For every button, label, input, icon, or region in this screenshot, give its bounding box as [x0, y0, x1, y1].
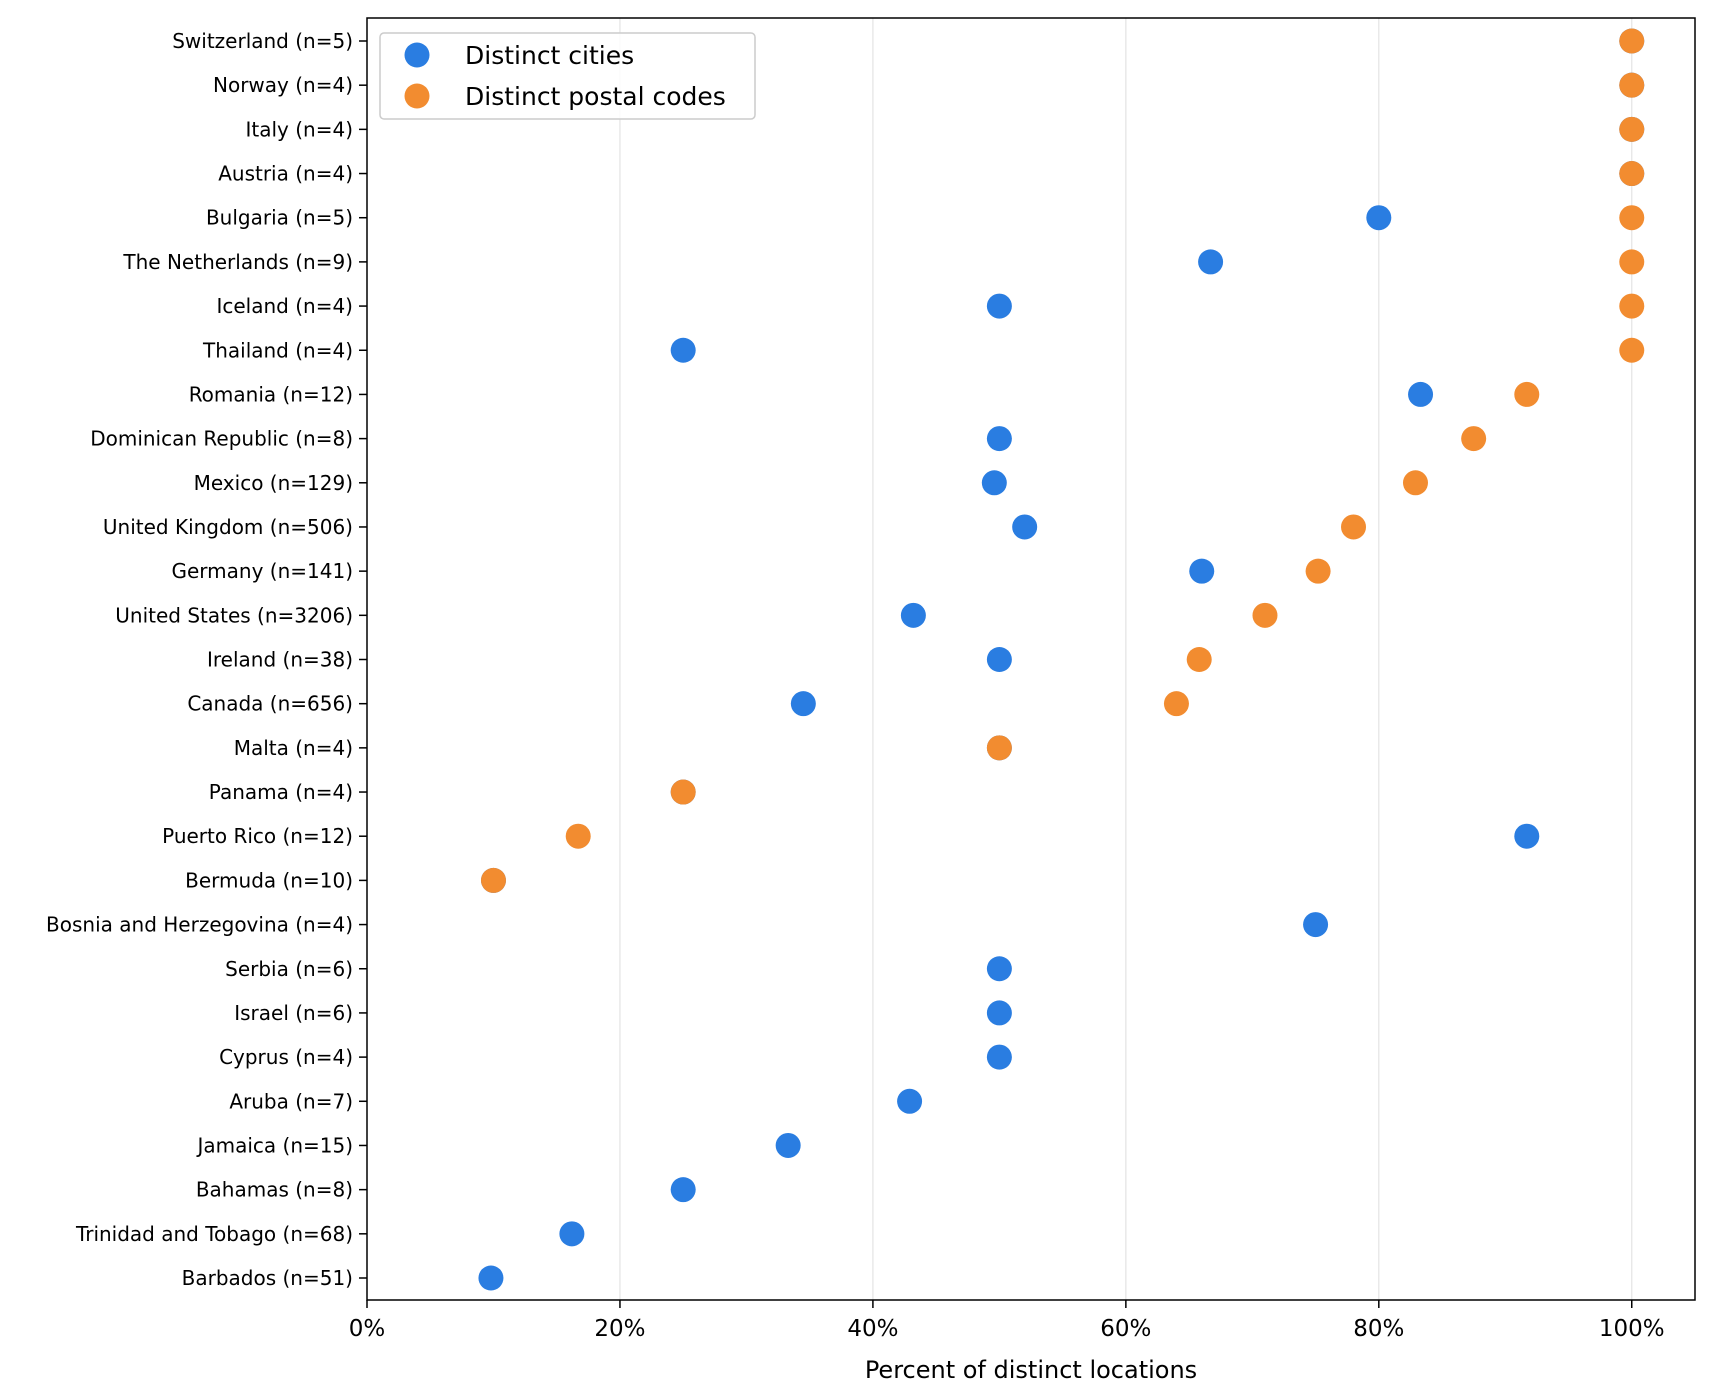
point-series0-23	[986, 1044, 1012, 1070]
point-series1-14	[1186, 647, 1212, 672]
category-label-5: The Netherlands (n=9)	[122, 250, 353, 274]
point-series1-16	[986, 735, 1012, 761]
point-series1-6	[1619, 293, 1645, 319]
point-series1-15	[1163, 691, 1189, 717]
point-series1-9	[1461, 426, 1487, 452]
point-series1-3	[1619, 161, 1645, 187]
category-label-24: Aruba (n=7)	[229, 1089, 353, 1113]
point-series0-28	[478, 1265, 504, 1291]
y-axis: Switzerland (n=5) Norway (n=4) Italy (n=4)…	[46, 29, 367, 1290]
x-axis-title: Percent of distinct locations	[865, 1356, 1197, 1384]
category-label-14: Ireland (n=38)	[207, 648, 353, 672]
category-label-16: Malta (n=4)	[234, 736, 353, 760]
grid-lines	[619, 18, 1633, 1300]
category-label-17: Panama (n=4)	[209, 780, 353, 804]
legend-label-0: Distinct cities	[465, 41, 634, 70]
category-label-6: Iceland (n=4)	[216, 294, 353, 318]
category-label-13: United States (n=3206)	[115, 603, 353, 627]
category-label-8: Romania (n=12)	[189, 382, 353, 406]
x-axis: 0% 20% 40% 60% 80% 100%	[349, 1300, 1665, 1342]
legend-marker-1	[404, 83, 430, 109]
point-series0-14	[986, 647, 1012, 672]
category-label-27: Trinidad and Tobago (n=68)	[75, 1222, 353, 1246]
legend-marker-0	[404, 42, 430, 68]
point-series0-20	[1303, 912, 1329, 938]
point-series0-13	[900, 602, 926, 628]
legend-box	[379, 32, 756, 120]
point-series1-13	[1252, 602, 1278, 628]
x-tick-label-1: 20%	[594, 1316, 645, 1342]
point-series1-7	[1619, 337, 1645, 363]
category-label-15: Canada (n=656)	[187, 692, 353, 716]
category-label-0: Switzerland (n=5)	[172, 29, 353, 53]
x-tick-label-0: 0%	[349, 1316, 386, 1342]
x-tick-label-5: 100%	[1599, 1316, 1665, 1342]
category-label-9: Dominican Republic (n=8)	[90, 427, 353, 451]
point-series0-6	[986, 293, 1012, 319]
point-series0-7	[670, 337, 696, 363]
point-series0-5	[1198, 249, 1224, 275]
point-series1-19	[480, 867, 506, 893]
point-series0-21	[986, 956, 1012, 982]
point-series0-22	[986, 1000, 1012, 1026]
point-series1-1	[1619, 72, 1645, 98]
point-series0-25	[775, 1132, 801, 1158]
category-label-1: Norway (n=4)	[213, 73, 353, 97]
x-tick-label-2: 40%	[847, 1316, 898, 1342]
category-label-26: Bahamas (n=8)	[196, 1178, 353, 1202]
category-label-20: Bosnia and Herzegovina (n=4)	[46, 913, 353, 937]
point-series0-15	[790, 691, 816, 717]
point-series1-18	[565, 823, 591, 849]
x-tick-label-3: 60%	[1100, 1316, 1151, 1342]
category-label-25: Jamaica (n=15)	[195, 1133, 353, 1157]
category-label-11: United Kingdom (n=506)	[103, 515, 353, 539]
category-label-28: Barbados (n=51)	[182, 1266, 353, 1290]
point-series1-17	[670, 779, 696, 805]
category-label-19: Bermuda (n=10)	[185, 868, 353, 892]
point-series1-10	[1402, 470, 1428, 496]
category-label-10: Mexico (n=129)	[194, 471, 353, 495]
point-series0-11	[1012, 514, 1038, 540]
point-series0-8	[1408, 381, 1434, 407]
point-series1-8	[1514, 381, 1540, 407]
category-label-4: Bulgaria (n=5)	[206, 206, 353, 230]
legend-label-1: Distinct postal codes	[465, 82, 726, 111]
category-label-7: Thailand (n=4)	[202, 338, 353, 362]
data-points	[478, 28, 1645, 1291]
point-series0-27	[559, 1221, 585, 1247]
point-series0-18	[1514, 823, 1540, 849]
point-series0-4	[1366, 205, 1392, 231]
x-tick-label-4: 80%	[1353, 1316, 1404, 1342]
point-series1-11	[1341, 514, 1367, 540]
point-series1-2	[1619, 116, 1645, 142]
category-label-2: Italy (n=4)	[245, 117, 353, 141]
point-series1-0	[1619, 28, 1645, 54]
point-series0-9	[986, 426, 1012, 452]
point-series1-5	[1619, 249, 1645, 275]
category-label-22: Israel (n=6)	[234, 1001, 353, 1025]
point-series0-26	[670, 1177, 696, 1203]
category-label-23: Cyprus (n=4)	[219, 1045, 353, 1069]
category-label-3: Austria (n=4)	[218, 162, 353, 186]
category-label-21: Serbia (n=6)	[225, 957, 353, 981]
point-series0-12	[1189, 558, 1215, 584]
legend: Distinct cities Distinct postal codes	[379, 32, 756, 120]
category-label-12: Germany (n=141)	[172, 559, 354, 583]
point-series1-12	[1305, 558, 1331, 584]
point-series0-10	[981, 470, 1007, 496]
point-series1-4	[1619, 205, 1645, 231]
category-label-18: Puerto Rico (n=12)	[162, 824, 353, 848]
point-series0-24	[897, 1088, 923, 1114]
